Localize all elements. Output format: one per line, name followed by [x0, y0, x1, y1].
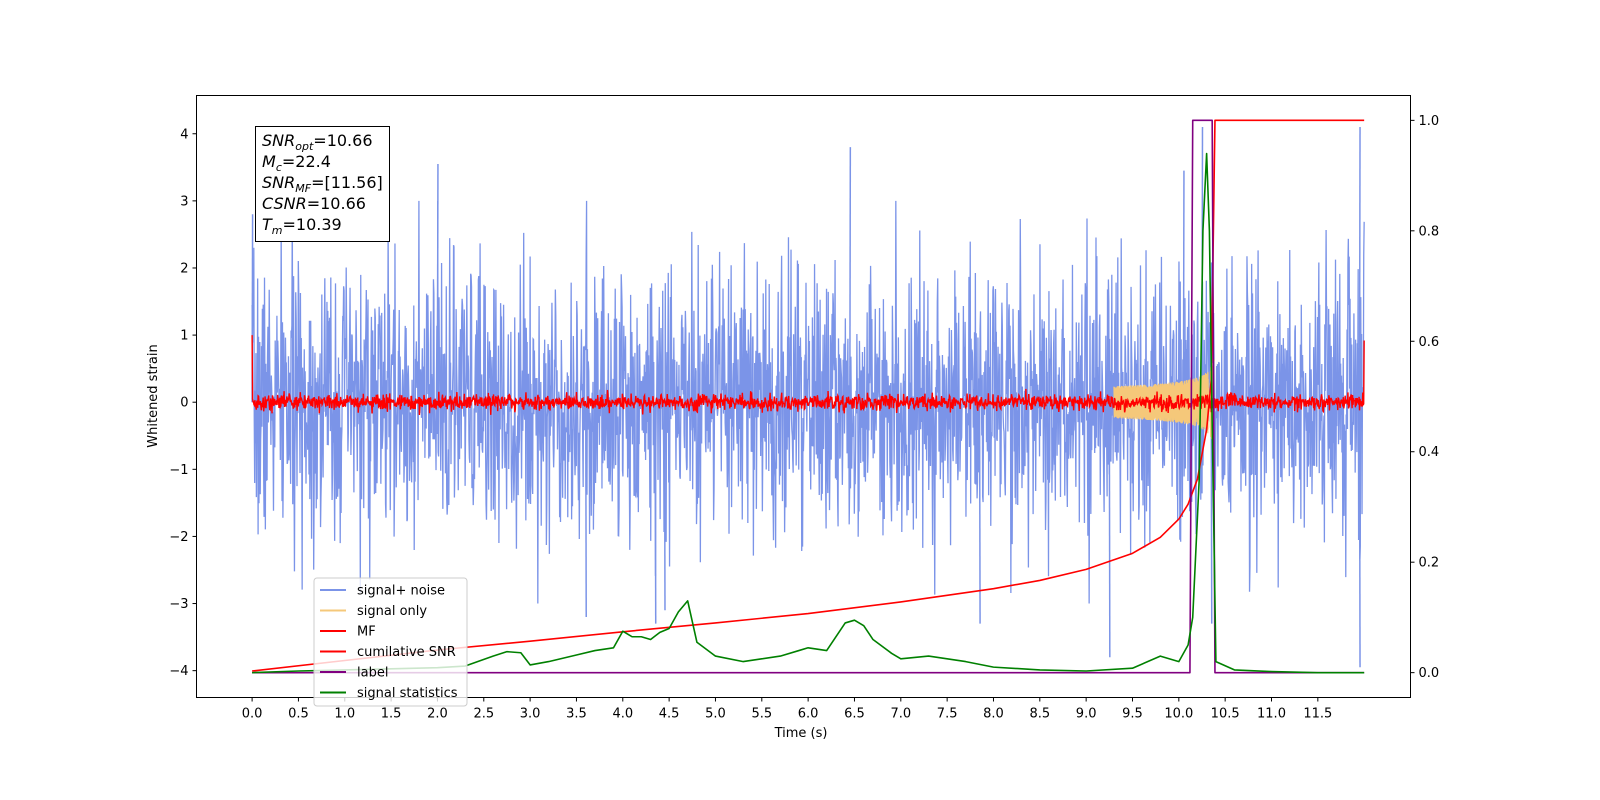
signal-noise-spike	[1358, 127, 1361, 403]
series-mf	[251, 335, 1365, 415]
annotation-line: CSNR=10.66	[262, 194, 366, 213]
x-axis-label: Time (s)	[774, 726, 828, 741]
y-left-tick-label: 2	[180, 261, 188, 276]
legend-item: signal statistics	[320, 686, 458, 701]
x-tick-label: 8.0	[983, 707, 1004, 722]
y-right-tick-label: 0.6	[1419, 335, 1440, 350]
annotation-line: SNRopt=10.66	[262, 131, 373, 153]
series-signal-statistics	[252, 152, 1365, 674]
series-signal-noise	[251, 127, 1365, 668]
mf-line	[251, 335, 1365, 415]
y-left-tick-label: 0	[180, 396, 188, 411]
legend-item: MF	[320, 625, 376, 640]
legend-item: signal only	[320, 604, 427, 619]
annotation-line: Tm=10.39	[262, 215, 342, 237]
x-tick-label: 7.5	[937, 707, 958, 722]
signal-noise-spike	[849, 147, 852, 403]
x-tick-label: 1.5	[381, 707, 402, 722]
y-right-tick-label: 0.0	[1419, 666, 1440, 681]
x-tick-label: 5.0	[705, 707, 726, 722]
y-right-tick-label: 0.4	[1419, 445, 1440, 460]
y-left-tick-label: −2	[169, 530, 188, 545]
signal-noise-spike	[1358, 402, 1361, 668]
series-signal-only	[1113, 359, 1215, 445]
x-tick-label: 6.5	[844, 707, 865, 722]
axes-frame	[196, 95, 1411, 698]
y-left-tick-label: 1	[180, 329, 188, 344]
annotation-frame	[255, 126, 390, 242]
x-tick-label: 6.0	[798, 707, 819, 722]
signal-noise-spike	[1182, 170, 1185, 403]
x-tick-label: 8.5	[1029, 707, 1050, 722]
legend-label: signal only	[357, 604, 427, 619]
plot-area	[251, 119, 1365, 674]
x-tick-label: 4.5	[659, 707, 680, 722]
legend-label: signal statistics	[357, 686, 458, 701]
series-cumulative-snr	[252, 119, 1365, 672]
y-axis-right: 1.0 0.8 0.6 0.4 0.2 0.0	[1410, 114, 1440, 681]
legend: signal+ noise signal only MF cumilative SNR…	[313, 577, 468, 707]
y-axis-label: Whitened strain	[146, 344, 161, 447]
signal-statistics-line	[252, 152, 1365, 674]
y-right-tick-label: 0.2	[1419, 556, 1440, 571]
annotation-box: SNRopt=10.66Mc=22.4SNRMF=[11.56]CSNR=10.…	[255, 126, 390, 242]
y-left-tick-label: −4	[169, 664, 188, 679]
signal-noise-spike	[654, 402, 657, 624]
x-tick-label: 4.0	[612, 707, 633, 722]
signal-noise-spike	[436, 163, 439, 403]
legend-item: label	[320, 666, 388, 681]
signal-noise-spike	[978, 402, 981, 624]
y-right-tick-label: 1.0	[1419, 114, 1440, 129]
x-tick-label: 3.0	[520, 707, 541, 722]
x-tick-label: 7.0	[890, 707, 911, 722]
x-tick-label: 1.0	[334, 707, 355, 722]
annotation-line: SNRMF=[11.56]	[262, 173, 383, 195]
signal-noise-spike	[663, 402, 666, 611]
x-tick-label: 3.5	[566, 707, 587, 722]
x-tick-label: 11.0	[1257, 707, 1286, 722]
x-tick-label: 0.5	[288, 707, 309, 722]
x-tick-label: 11.5	[1303, 707, 1332, 722]
x-tick-label: 2.0	[427, 707, 448, 722]
annotation-line: Mc=22.4	[262, 152, 331, 174]
series-label	[252, 119, 1365, 674]
x-tick-label: 10.0	[1164, 707, 1193, 722]
x-tick-label: 5.5	[751, 707, 772, 722]
y-left-tick-label: −1	[169, 463, 188, 478]
y-axis-left: 4 3 2 1 0 −1 −2 −3 −4	[169, 127, 197, 679]
signal-only-line	[1113, 359, 1215, 445]
x-tick-label: 2.5	[473, 707, 494, 722]
y-right-tick-label: 0.8	[1419, 224, 1440, 239]
y-left-tick-label: 4	[180, 127, 188, 142]
x-axis: 0.0 0.5 1.0 1.5 2.0 2.5 3.0 3.5 4.0 4.5 5.0 5.5 6.0 6…	[242, 697, 1332, 722]
legend-label: MF	[357, 625, 376, 640]
legend-frame	[313, 577, 468, 707]
legend-label: signal+ noise	[357, 584, 445, 599]
legend-label: label	[357, 666, 388, 681]
x-tick-label: 9.0	[1076, 707, 1097, 722]
legend-label: cumilative SNR	[357, 645, 456, 660]
y-left-tick-label: −3	[169, 597, 188, 612]
x-tick-label: 10.5	[1211, 707, 1240, 722]
label-line	[252, 119, 1365, 674]
x-tick-label: 0.0	[242, 707, 263, 722]
legend-item: signal+ noise	[320, 584, 445, 599]
x-tick-label: 9.5	[1122, 707, 1143, 722]
signal-noise-spike	[1108, 402, 1111, 658]
signal-noise-spike	[584, 402, 587, 617]
legend-item: cumilative SNR	[320, 645, 456, 660]
cumulative-snr-line	[252, 119, 1365, 672]
y-left-tick-label: 3	[180, 194, 188, 209]
